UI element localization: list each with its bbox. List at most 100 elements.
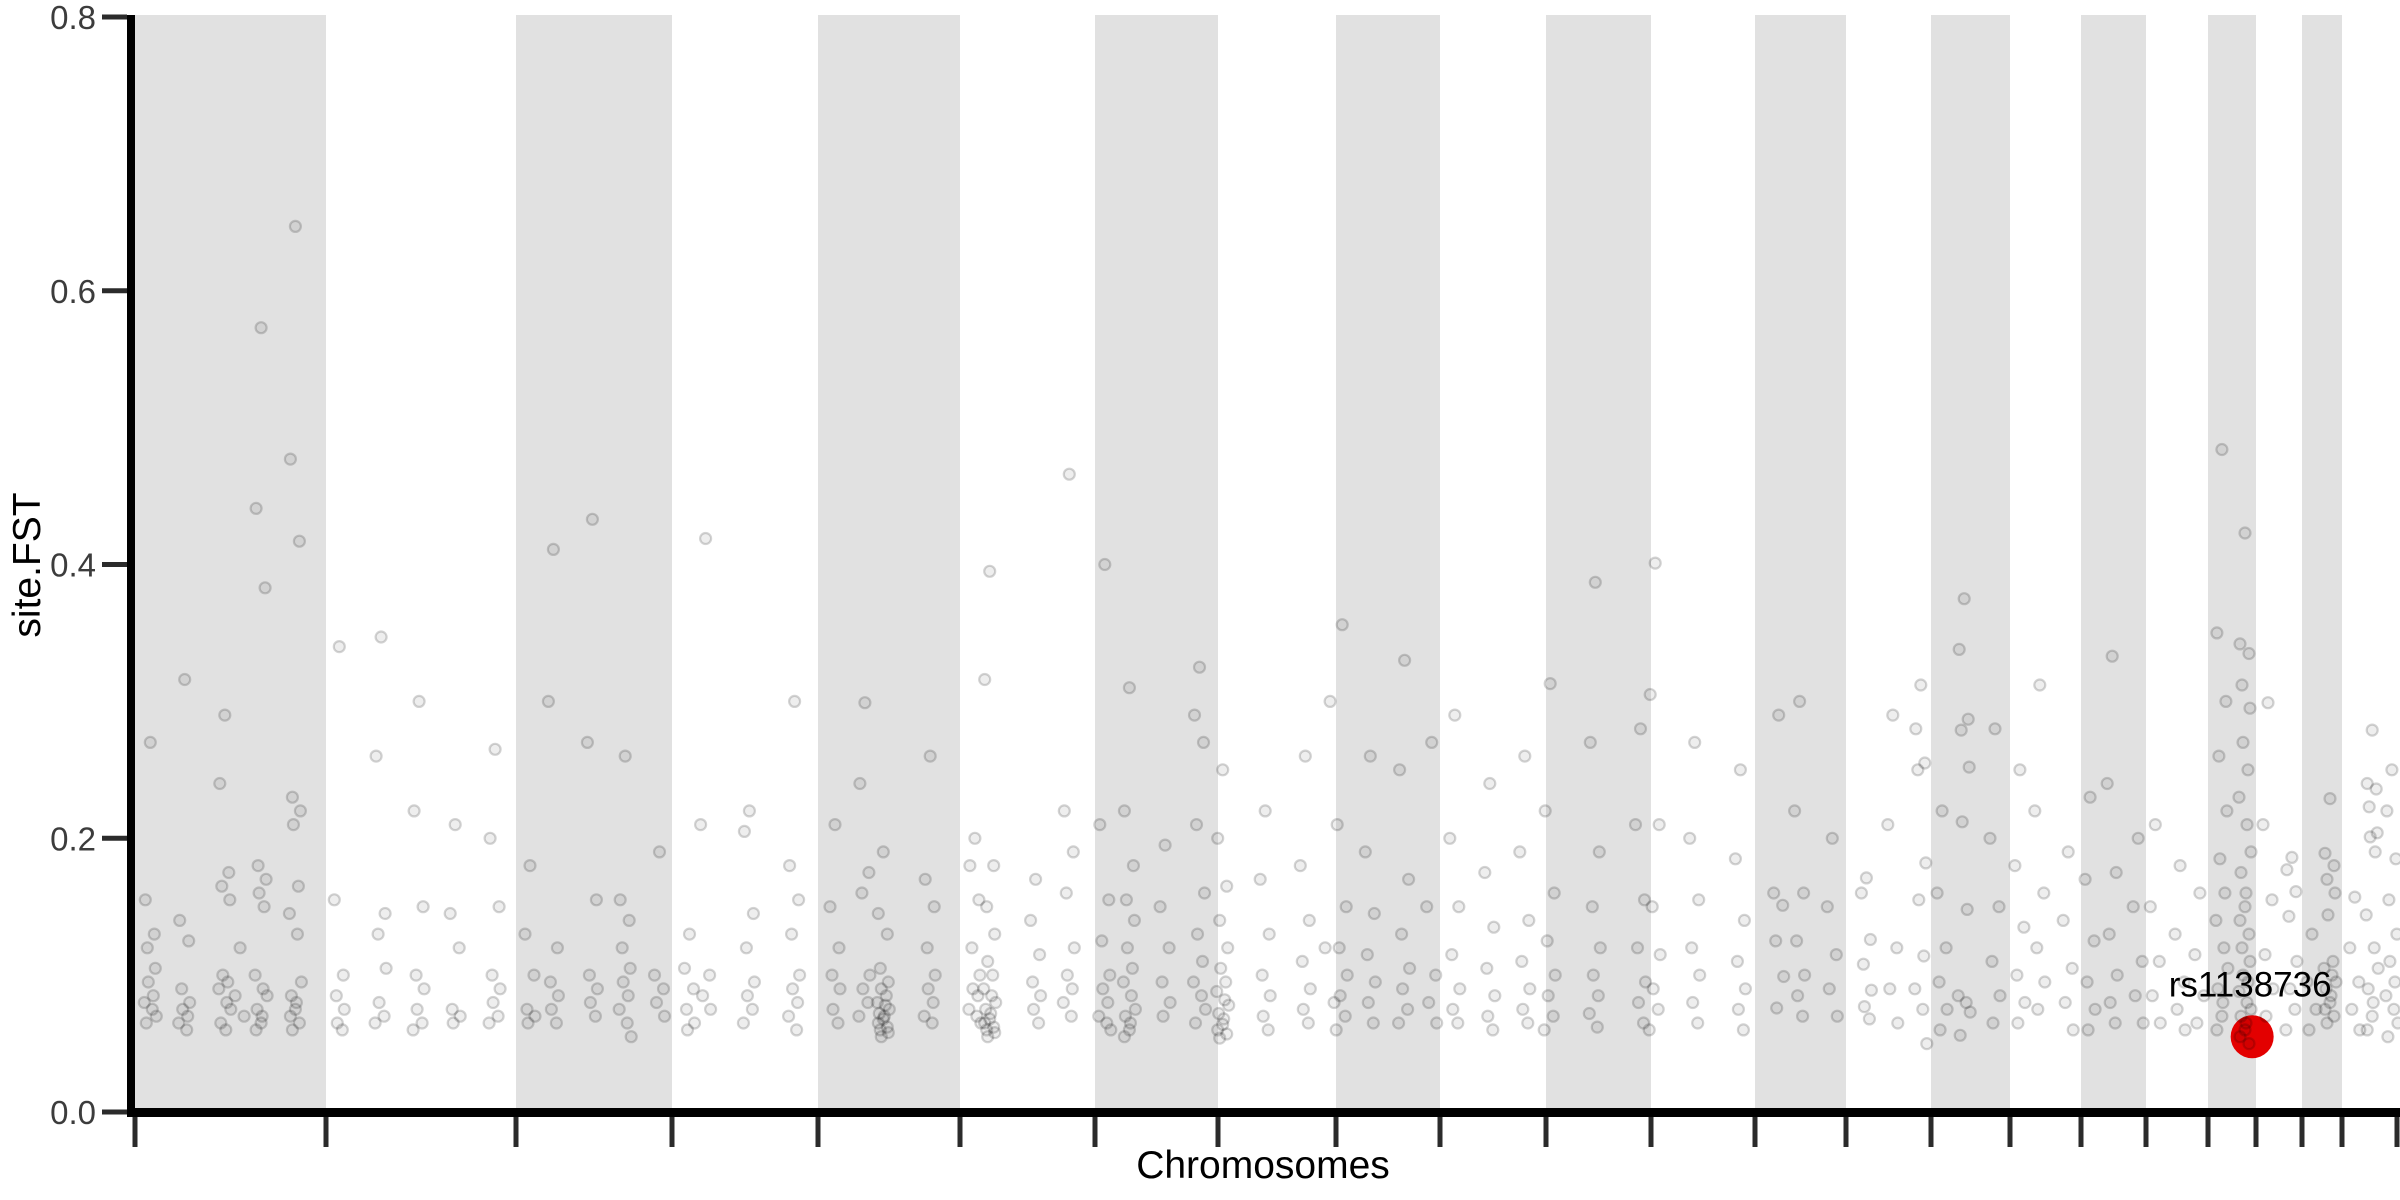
snp-point <box>1592 845 1606 859</box>
snp-point <box>2100 776 2114 791</box>
snp-point <box>979 1002 993 1016</box>
x-axis-line <box>127 1108 2400 1117</box>
snp-point <box>1789 934 1804 948</box>
snp-point <box>2128 989 2142 1003</box>
snp-point <box>1795 1009 1810 1023</box>
snp-point <box>216 968 230 982</box>
snp-point <box>873 961 887 975</box>
snp-point <box>2329 975 2343 989</box>
snp-point <box>1117 1030 1132 1044</box>
snp-point <box>2018 995 2032 1010</box>
snp-point <box>917 1009 931 1023</box>
snp-point <box>368 1016 382 1030</box>
snp-point <box>1430 1016 1444 1030</box>
snp-point <box>2178 1023 2192 1037</box>
snp-point <box>790 995 805 1010</box>
snp-point <box>407 804 421 818</box>
snp-point <box>1797 968 1812 982</box>
snp-point <box>2131 831 2145 845</box>
snp-point <box>973 968 987 982</box>
snp-point <box>543 975 558 989</box>
snp-point <box>1916 1002 1930 1016</box>
snp-point <box>492 900 506 914</box>
snp-point <box>2126 900 2140 914</box>
snp-point <box>250 1002 264 1016</box>
snp-point <box>453 1009 467 1023</box>
snp-point <box>521 1016 535 1030</box>
snp-point <box>1993 989 2007 1003</box>
snp-point <box>652 845 667 859</box>
snp-point <box>2232 790 2246 804</box>
snp-point <box>1546 1009 1560 1023</box>
snp-point <box>1986 1016 2000 1030</box>
snp-point <box>2031 1002 2045 1016</box>
snp-point <box>1918 756 1932 770</box>
snp-point <box>1863 932 1878 947</box>
snp-point <box>218 708 232 722</box>
y-axis-line <box>127 15 135 1117</box>
snp-point <box>2173 858 2187 873</box>
chromosome-band-13 <box>1755 15 1846 1108</box>
snp-point <box>1792 694 1807 709</box>
snp-point <box>789 1023 804 1037</box>
snp-point <box>2390 927 2400 941</box>
snp-point <box>736 1016 751 1030</box>
snp-point <box>2289 884 2303 899</box>
snp-point <box>880 927 894 941</box>
snp-point <box>2327 858 2341 873</box>
snp-point <box>291 879 305 893</box>
snp-point <box>1122 1023 1137 1037</box>
snp-point <box>379 961 393 975</box>
snp-point <box>1128 1002 1143 1016</box>
snp-point <box>1864 983 1879 997</box>
snp-point <box>2037 886 2051 900</box>
snp-point <box>871 1016 885 1030</box>
snp-point <box>215 879 229 893</box>
snp-point <box>1163 995 1177 1010</box>
snp-point <box>1057 804 1071 818</box>
snp-point <box>1688 735 1702 750</box>
snp-point <box>1446 1002 1460 1016</box>
snp-point <box>1122 681 1137 695</box>
snp-point <box>1065 982 1079 996</box>
chromosome-band-21 <box>2302 15 2342 1108</box>
snp-point <box>228 989 242 1003</box>
snp-point <box>1060 968 1074 982</box>
snp-point <box>257 900 271 914</box>
snp-point <box>1195 954 1210 969</box>
snp-point <box>544 1002 559 1016</box>
snp-point <box>657 1009 672 1023</box>
snp-point <box>2215 442 2229 457</box>
snp-point <box>2153 1016 2167 1030</box>
snp-point <box>1188 1016 1203 1030</box>
snp-point <box>2365 723 2379 737</box>
snp-point <box>1103 968 1117 982</box>
snp-point <box>214 1016 228 1030</box>
snp-point <box>1548 968 1562 982</box>
snp-point <box>1912 893 1926 907</box>
snp-point <box>2323 791 2337 806</box>
snp-point <box>2369 782 2383 796</box>
snp-point <box>1638 975 1653 989</box>
snp-point <box>2188 947 2202 962</box>
snp-point <box>2360 776 2374 791</box>
snp-point <box>2326 954 2340 969</box>
snp-point <box>292 534 306 548</box>
snp-point <box>337 1002 351 1016</box>
snp-point <box>2217 941 2231 955</box>
chromosome-band-9 <box>1336 15 1440 1108</box>
snp-point <box>1686 995 1700 1010</box>
snp-point <box>1301 1016 1315 1030</box>
snp-point <box>984 1006 998 1021</box>
snp-point <box>1586 968 1600 982</box>
snp-point <box>2030 941 2044 955</box>
snp-point <box>876 1012 890 1026</box>
snp-point <box>258 581 272 595</box>
snp-point <box>330 1016 344 1030</box>
snp-point <box>1957 592 1971 606</box>
snp-point <box>2360 1023 2374 1037</box>
snp-point <box>374 630 388 644</box>
snp-point <box>2379 989 2393 1003</box>
snp-point <box>612 1002 626 1016</box>
snp-point <box>968 831 982 845</box>
